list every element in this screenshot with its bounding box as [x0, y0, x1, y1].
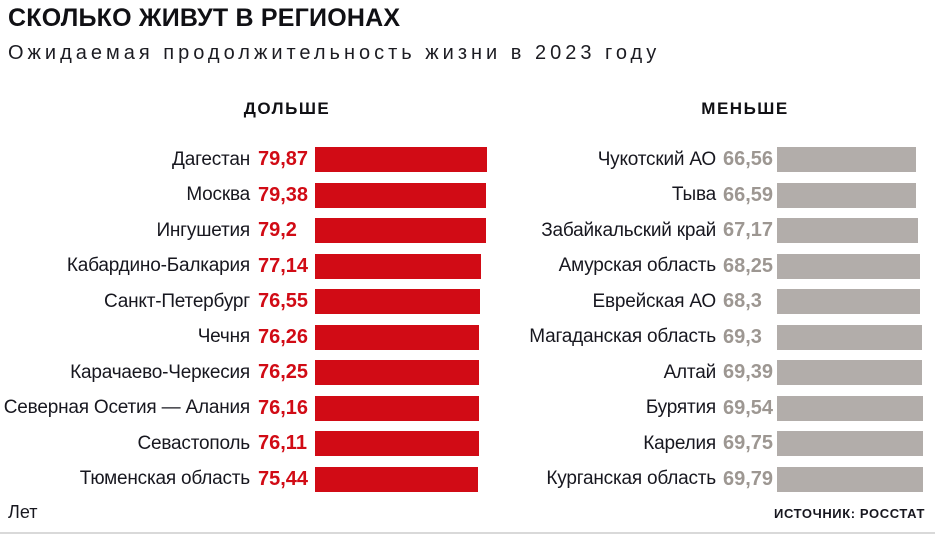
bar: [315, 431, 479, 457]
bar: [315, 466, 478, 492]
bar-row: Чечня 76,26: [0, 320, 487, 356]
column-header-longer: ДОЛЬШЕ: [243, 99, 331, 118]
bar: [315, 395, 479, 421]
bar-group-less: Чукотский АО 66,56 Тыва 66,59 Забайкальский …: [528, 142, 925, 497]
bar: [315, 360, 480, 386]
bar-row: Санкт-Петербург 76,55: [0, 284, 487, 320]
bar-row: Бурятия 69,54: [528, 391, 925, 427]
bar-row: Магаданская область 69,3: [528, 320, 925, 356]
bar: [777, 324, 922, 350]
bar-row: Чукотский АО 66,56: [528, 142, 925, 178]
bar: [315, 289, 480, 315]
bar-row: Тыва 66,59: [528, 178, 925, 214]
bar-row: Курганская область 69,79: [528, 462, 925, 498]
region-label: Чечня: [197, 326, 250, 348]
bar-row: Москва 79,38: [0, 178, 487, 214]
bar-row: Забайкальский край 67,17: [528, 213, 925, 249]
value-label: 69,75: [723, 432, 774, 455]
value-label: 66,59: [723, 183, 774, 206]
value-label: 76,16: [258, 396, 309, 419]
bar-row: Карелия 69,75: [528, 426, 925, 462]
value-label: 69,54: [723, 396, 774, 419]
value-label: 76,26: [258, 325, 309, 348]
region-label: Москва: [186, 184, 250, 206]
region-label: Забайкальский край: [541, 219, 716, 241]
bar-row: Тюменская область 75,44: [0, 462, 487, 498]
bar-row: Еврейская АО 68,3: [528, 284, 925, 320]
value-label: 66,56: [723, 148, 774, 171]
region-label: Северная Осетия — Алания: [3, 397, 250, 419]
value-label: 76,25: [258, 361, 309, 384]
value-label: 76,55: [258, 290, 309, 313]
bar: [315, 324, 480, 350]
bar: [777, 431, 923, 457]
bar: [777, 360, 923, 386]
value-label: 77,14: [258, 254, 309, 277]
region-label: Еврейская АО: [592, 290, 716, 312]
bar: [777, 466, 923, 492]
bar: [777, 395, 923, 421]
page-subtitle: Ожидаемая продолжительность жизни в 2023…: [8, 42, 661, 64]
bar-row: Кабардино-Балкария 77,14: [0, 249, 487, 285]
region-label: Амурская область: [558, 255, 717, 277]
region-label: Ингушетия: [156, 219, 250, 241]
value-label: 79,87: [258, 148, 309, 171]
bar: [777, 289, 920, 315]
bar: [777, 147, 917, 173]
bar-row: Ингушетия 79,2: [0, 213, 487, 249]
bar-group-longer: Дагестан 79,87 Москва 79,38 Ингушетия 79,2 Каб…: [0, 142, 487, 497]
region-label: Курганская область: [546, 468, 716, 490]
bar: [315, 253, 482, 279]
bar: [315, 218, 486, 244]
bar: [315, 182, 486, 208]
bar: [777, 218, 918, 244]
region-label: Тыва: [671, 184, 716, 206]
bar-row: Дагестан 79,87: [0, 142, 487, 178]
region-label: Тюменская область: [79, 468, 250, 490]
source-label: ИСТОЧНИК: РОССТАТ: [774, 506, 925, 521]
region-label: Магаданская область: [529, 326, 716, 348]
region-label: Санкт-Петербург: [103, 290, 250, 312]
value-label: 75,44: [258, 467, 309, 490]
region-label: Бурятия: [645, 397, 716, 419]
bar-row: Северная Осетия — Алания 76,16: [0, 391, 487, 427]
region-label: Алтай: [663, 361, 717, 383]
region-label: Дагестан: [172, 148, 250, 170]
unit-label: Лет: [8, 502, 38, 522]
bar-row: Алтай 69,39: [528, 355, 925, 391]
region-label: Кабардино-Балкария: [66, 255, 250, 277]
region-label: Карачаево-Черкесия: [70, 361, 250, 383]
bar: [777, 182, 917, 208]
bar-row: Севастополь 76,11: [0, 426, 487, 462]
value-label: 79,38: [258, 183, 309, 206]
value-label: 79,2: [258, 219, 297, 242]
value-label: 67,17: [723, 219, 774, 242]
value-label: 68,25: [723, 254, 774, 277]
value-label: 69,79: [723, 467, 774, 490]
bar-row: Амурская область 68,25: [528, 249, 925, 285]
page-title: СКОЛЬКО ЖИВУТ В РЕГИОНАХ: [8, 4, 401, 32]
column-header-less: МЕНЬШЕ: [701, 99, 789, 118]
value-label: 69,3: [723, 325, 762, 348]
value-label: 69,39: [723, 361, 774, 384]
region-label: Чукотский АО: [597, 148, 716, 170]
value-label: 68,3: [723, 290, 762, 313]
bar: [315, 147, 487, 173]
bar: [777, 253, 920, 279]
region-label: Севастополь: [137, 432, 250, 454]
region-label: Карелия: [643, 432, 716, 454]
value-label: 76,11: [258, 432, 307, 455]
bar-row: Карачаево-Черкесия 76,25: [0, 355, 487, 391]
